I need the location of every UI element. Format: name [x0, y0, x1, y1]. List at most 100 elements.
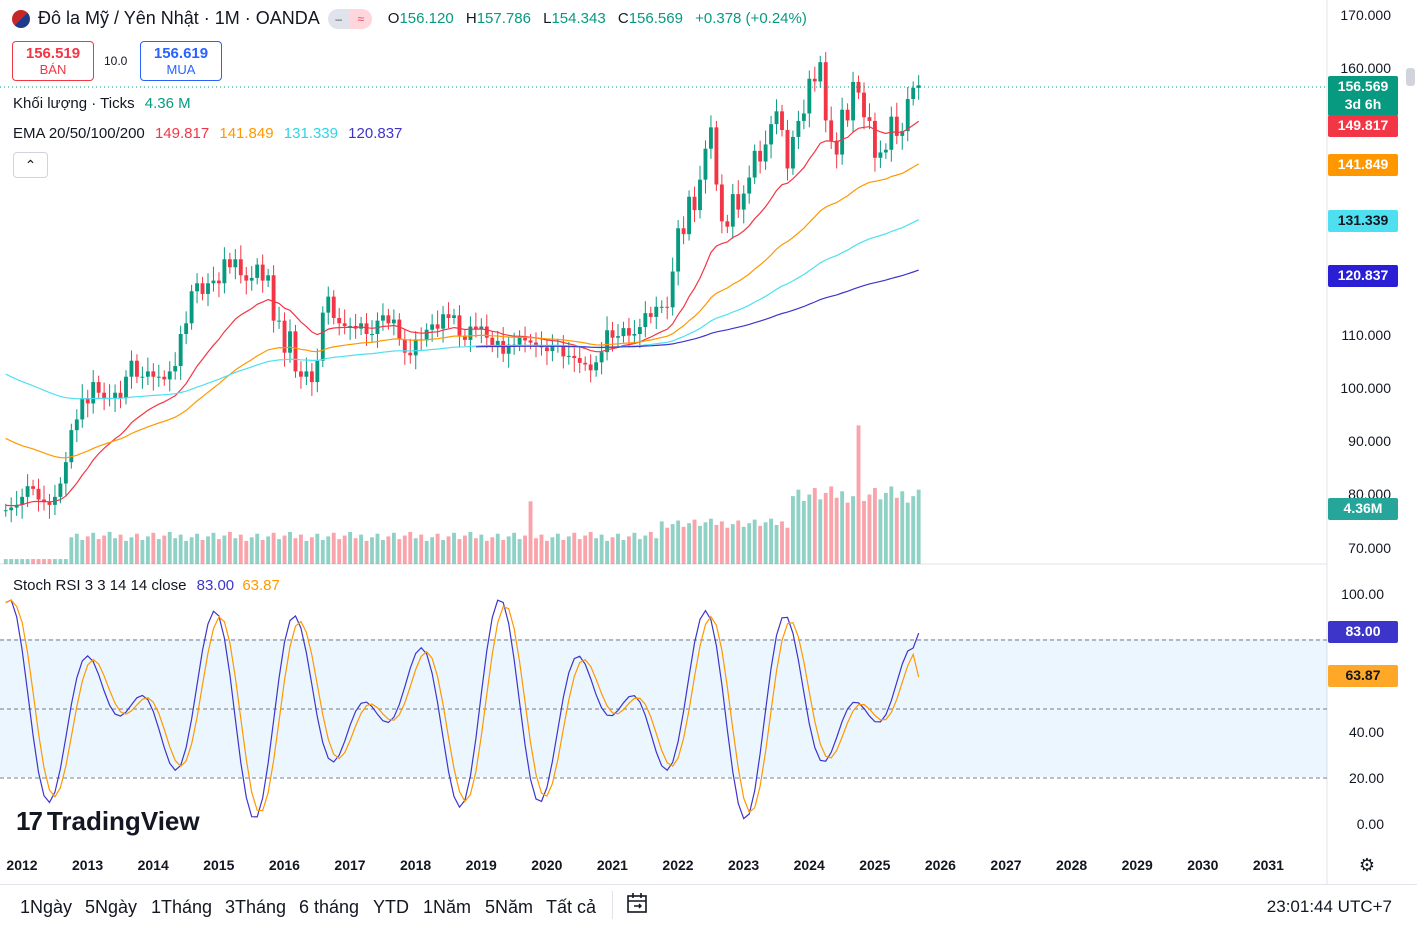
volume-bar: [539, 534, 544, 564]
volume-bar: [484, 540, 489, 564]
chart-type-toggle[interactable]: – ≈: [327, 8, 372, 29]
range-1d[interactable]: 1Ngày: [20, 897, 73, 917]
candle-body: [249, 277, 254, 281]
candle-body: [473, 326, 478, 330]
candle-body: [211, 280, 216, 284]
scrollbar[interactable]: [1406, 68, 1415, 86]
candle-body: [25, 486, 30, 497]
range-1m[interactable]: 1Tháng: [151, 897, 213, 917]
time-axis-label: 2023: [728, 857, 759, 873]
candle-body: [14, 504, 19, 508]
volume-bar: [818, 499, 823, 564]
candle-body: [124, 376, 128, 399]
volume-bar: [195, 533, 199, 564]
minus-icon[interactable]: –: [327, 8, 350, 29]
time-axis-label: 2015: [203, 857, 234, 873]
range-1y[interactable]: 1Năm: [423, 897, 472, 917]
collapse-legend-button[interactable]: ⌃: [13, 152, 48, 178]
buy-button[interactable]: 156.619 MUA: [140, 41, 222, 81]
volume-bar: [435, 533, 440, 564]
volume-bar: [277, 539, 281, 564]
volume-bar: [69, 537, 74, 564]
volume-bar: [840, 491, 845, 564]
volume-bar: [359, 534, 363, 564]
candle-body: [173, 366, 178, 372]
range-6m[interactable]: 6 tháng: [299, 897, 360, 917]
time-axis-label: 2027: [990, 857, 1021, 873]
symbol-title[interactable]: Đô la Mỹ / Yên Nhật · 1M · OANDA: [38, 8, 320, 28]
wave-icon[interactable]: ≈: [349, 8, 372, 29]
volume-bar: [364, 540, 369, 564]
volume-bar: [331, 532, 336, 564]
time-axis-labels: 2012 2013 2014 2015 2016 2017 2018 2019 2020 2021…: [6, 857, 1284, 873]
clock[interactable]: 23:01:44 UTC+7: [1266, 897, 1392, 916]
gear-icon[interactable]: ⚙: [1358, 855, 1376, 875]
volume-bar: [36, 559, 41, 564]
candle-body: [621, 328, 626, 337]
candle-body: [200, 283, 205, 294]
volume-bar: [829, 486, 834, 564]
stoch-axis-label: 40.00: [1349, 724, 1384, 740]
volume-legend[interactable]: Khối lượng · Ticks 4.36 M: [13, 95, 191, 112]
volume-bar: [140, 540, 145, 564]
volume-bar: [430, 537, 435, 564]
candle-body: [523, 336, 527, 341]
volume-bar: [31, 559, 35, 564]
range-ytd[interactable]: YTD: [373, 897, 409, 917]
volume-bar: [457, 539, 462, 564]
volume-bar: [255, 533, 260, 564]
candle-body: [616, 336, 620, 338]
volume-bar: [156, 539, 161, 564]
candle-body: [288, 331, 292, 353]
price-axis-label: 70.000: [1348, 540, 1391, 556]
candle-body: [244, 275, 249, 281]
sell-button[interactable]: 156.519 BÁN: [12, 41, 94, 81]
range-3m[interactable]: 3Tháng: [225, 897, 287, 917]
volume-bar: [572, 532, 577, 564]
volume-bar: [326, 536, 331, 564]
volume-bar: [217, 539, 221, 564]
volume-bar: [495, 533, 500, 564]
stoch-d-tag: 63.87: [1345, 667, 1380, 683]
range-5d[interactable]: 5Ngày: [85, 897, 138, 917]
volume-legend-value: 4.36 M: [144, 95, 191, 112]
volume-bar: [709, 518, 713, 564]
range-all[interactable]: Tất cả: [546, 897, 597, 917]
volume-bar: [610, 537, 615, 564]
volume-bar: [238, 534, 243, 564]
candle-body: [266, 275, 271, 281]
volume-bar: [785, 527, 790, 564]
tradingview-logo[interactable]: 17 TradingView: [16, 806, 200, 836]
candle-body: [873, 120, 877, 158]
low-value: 154.343: [551, 10, 606, 27]
time-axis-label: 2030: [1187, 857, 1218, 873]
ema-legend[interactable]: EMA 20/50/100/200 149.817 141.849 131.33…: [13, 125, 403, 142]
candle-body: [867, 117, 872, 121]
candle-body: [599, 352, 604, 363]
price-axis[interactable]: [1327, 0, 1417, 884]
candle-body: [883, 149, 888, 153]
candle-body: [878, 152, 883, 158]
volume-bar: [315, 533, 320, 564]
calendar-range-icon[interactable]: [612, 891, 649, 919]
volume-bar: [118, 534, 123, 564]
candle-body: [670, 271, 675, 308]
volume-bar: [687, 523, 691, 564]
volume-bar: [408, 531, 413, 564]
candle-body: [3, 510, 8, 512]
candle-body: [840, 109, 845, 155]
stoch-legend[interactable]: Stoch RSI 3 3 14 14 close 83.00 63.87: [13, 577, 280, 594]
volume-bar: [763, 522, 768, 564]
bottom-toolbar: 1Ngày 5Ngày 1Tháng 3Tháng 6 tháng YTD 1N…: [0, 884, 1417, 930]
volume-bar: [53, 559, 57, 564]
candle-body: [479, 326, 484, 330]
volume-bar: [342, 535, 347, 564]
volume-bar: [20, 559, 25, 564]
candle-body: [69, 430, 74, 463]
range-5y[interactable]: 5Năm: [485, 897, 534, 917]
volume-bar: [889, 486, 894, 564]
last-price-tag: 156.569: [1338, 78, 1389, 94]
sell-label: BÁN: [39, 62, 67, 77]
candle-body: [315, 360, 320, 383]
